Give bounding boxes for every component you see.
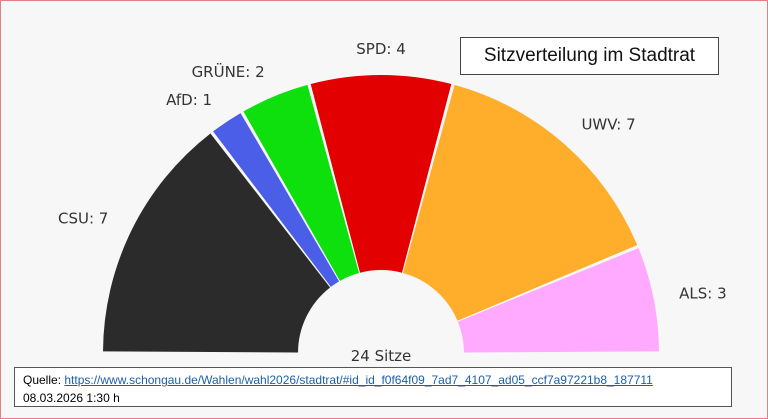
chart-labels: CSU: 7 AfD: 1 GRÜNE: 2 SPD: 4 UWV: 7 ALS: 3: [58, 40, 727, 303]
slice-afd: [213, 113, 340, 287]
source-label: Quelle:: [23, 373, 62, 387]
slice-als: [457, 248, 659, 353]
chart-slices: [103, 75, 659, 353]
source-date: 08.03.2026 1:30 h: [23, 391, 120, 405]
source-link[interactable]: https://www.schongau.de/Wahlen/wahl2026/…: [64, 373, 653, 387]
label-als: ALS: 3: [679, 285, 727, 303]
label-uwv: UWV: 7: [581, 115, 635, 133]
source-line: Quelle: https://www.schongau.de/Wahlen/w…: [23, 371, 731, 389]
source-box: Quelle: https://www.schongau.de/Wahlen/w…: [14, 367, 732, 407]
label-grüne: GRÜNE: 2: [192, 62, 265, 81]
chart-title-text: Sitzverteilung im Stadtrat: [483, 45, 696, 66]
label-spd: SPD: 4: [356, 40, 405, 58]
chart-title: Sitzverteilung im Stadtrat: [460, 37, 719, 75]
total-seats-label: 24 Sitze: [351, 347, 412, 365]
label-afd: AfD: 1: [166, 91, 212, 109]
label-csu: CSU: 7: [58, 210, 108, 228]
slice-uwv: [402, 84, 638, 321]
slice-grüne: [243, 84, 360, 281]
slice-csu: [103, 133, 331, 353]
slice-spd: [310, 75, 452, 273]
